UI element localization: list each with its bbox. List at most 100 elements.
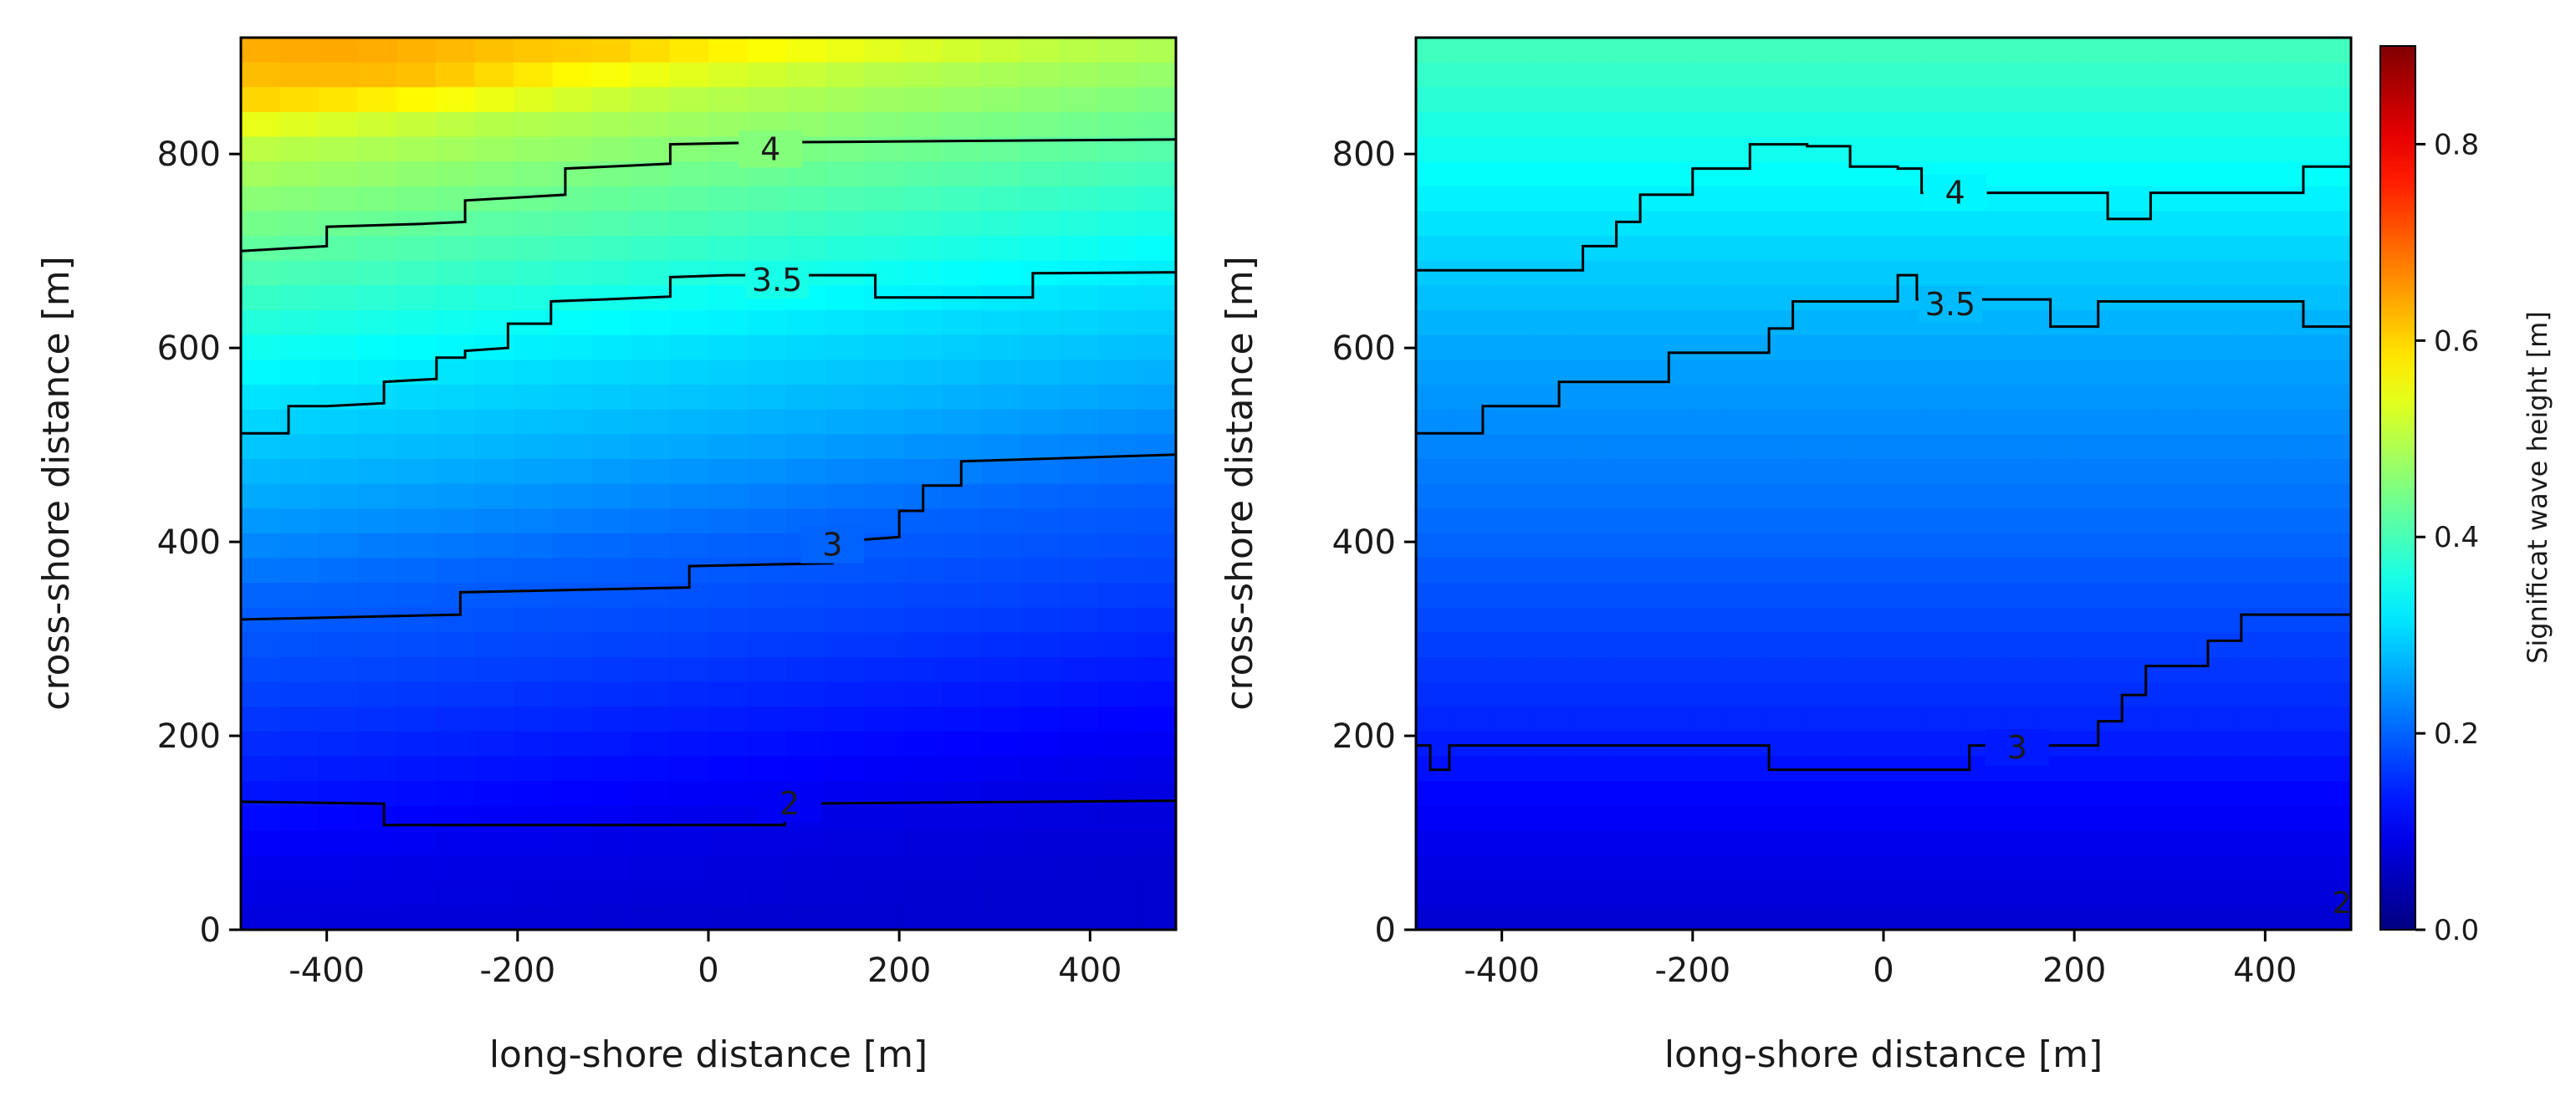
left-heatmap-cell (864, 409, 904, 436)
left-heatmap-cell (241, 310, 281, 336)
right-heatmap-cell (1727, 310, 1768, 336)
right-heatmap-cell (1689, 855, 1729, 881)
right-heatmap-cell (1494, 855, 1534, 881)
left-heatmap-cell (357, 161, 398, 187)
left-heatmap-cell (474, 805, 514, 832)
right-heatmap-cell (1961, 880, 2001, 906)
right-heatmap-cell (2272, 905, 2313, 931)
left-heatmap-cell (942, 409, 982, 436)
left-heatmap-cell (864, 38, 904, 64)
right-heatmap-cell (1805, 434, 1846, 460)
left-heatmap-cell (1020, 111, 1061, 138)
right-heatmap-cell (1610, 409, 1651, 436)
right-heatmap-cell (2039, 87, 2079, 113)
right-heatmap-cell (1689, 334, 1729, 361)
right-heatmap-cell (1766, 880, 1807, 906)
left-heatmap-cell (591, 260, 631, 287)
right-heatmap-cell (2117, 360, 2157, 385)
colorbar-tick-label: 0.8 (2434, 128, 2479, 161)
right-heatmap-cell (2039, 830, 2079, 856)
right-heatmap-cell (1572, 707, 1612, 732)
right-heatmap-cell (2078, 161, 2119, 187)
right-heatmap-cell (1922, 681, 1962, 708)
left-heatmap-cell (396, 186, 437, 212)
right-heatmap-cell (1805, 632, 1846, 658)
left-heatmap-cell (279, 905, 319, 931)
right-heatmap-cell (2078, 805, 2119, 832)
left-heatmap-cell (357, 731, 398, 758)
right-heatmap-cell (1416, 583, 1456, 609)
left-heatmap-cell (279, 161, 319, 187)
right-heatmap-cell (2039, 310, 2079, 336)
left-heatmap-cell (825, 161, 866, 187)
left-heatmap-cell (630, 781, 671, 807)
left-x-tick-label: 0 (698, 951, 718, 990)
right-heatmap-cell (1494, 632, 1534, 658)
left-heatmap-cell (786, 632, 826, 658)
right-heatmap-cell (2078, 583, 2119, 609)
left-heatmap-cell (902, 111, 943, 138)
right-heatmap-cell (2312, 186, 2352, 212)
right-heatmap-cell (1844, 707, 1884, 732)
right-heatmap-cell (2117, 607, 2157, 634)
right-heatmap-cell (2312, 211, 2352, 237)
left-heatmap-cell (319, 409, 359, 436)
right-heatmap-cell (1844, 62, 1884, 89)
left-heatmap-cell (902, 334, 943, 361)
left-heatmap-cell (1137, 905, 1177, 931)
right-heatmap-cell (2156, 707, 2196, 732)
right-heatmap-cell (2078, 756, 2119, 782)
right-heatmap-cell (1922, 360, 1962, 385)
right-heatmap-cell (2272, 111, 2313, 138)
right-heatmap-cell (1922, 656, 1962, 683)
right-heatmap-cell (2039, 434, 2079, 460)
right-heatmap-cell (2039, 656, 2079, 683)
right-heatmap-cell (1532, 111, 1573, 138)
right-heatmap-cell (1494, 111, 1534, 138)
left-heatmap-cell (981, 880, 1021, 906)
left-heatmap-cell (708, 483, 749, 509)
right-heatmap-cell (1454, 38, 1495, 64)
right-heatmap-cell (1494, 236, 1534, 262)
left-heatmap-cell (435, 260, 476, 287)
right-heatmap-cell (2312, 285, 2352, 311)
right-heatmap-cell (1454, 583, 1495, 609)
colorbar-tick-label: 0.4 (2434, 521, 2479, 554)
right-heatmap-cell (1727, 458, 1768, 485)
right-heatmap-cell (2000, 62, 2041, 89)
right-heatmap-cell (2234, 409, 2274, 436)
right-heatmap-cell (2195, 656, 2236, 683)
left-heatmap-cell (864, 583, 904, 609)
left-heatmap-cell (319, 607, 359, 634)
left-heatmap-cell (1097, 583, 1138, 609)
right-heatmap-cell (1689, 707, 1729, 732)
right-heatmap-cell (2039, 805, 2079, 832)
right-heatmap-cell (2272, 607, 2313, 634)
right-heatmap-cell (2000, 136, 2041, 162)
left-heatmap-cell (747, 62, 787, 89)
left-heatmap-cell (1137, 508, 1177, 534)
right-heatmap-cell (1610, 905, 1651, 931)
left-heatmap-cell (357, 87, 398, 113)
right-heatmap-cell (1844, 905, 1884, 931)
left-heatmap-cell (786, 409, 826, 436)
left-heatmap-cell (630, 632, 671, 658)
right-heatmap-cell (1649, 583, 1689, 609)
right-contours: 33.54 (1416, 143, 2351, 772)
right-heatmap-cell (2039, 409, 2079, 436)
left-heatmap-cell (241, 632, 281, 658)
right-heatmap-cell (1572, 656, 1612, 683)
left-heatmap-cell (825, 38, 866, 64)
right-heatmap-cell (2000, 533, 2041, 559)
right-heatmap-cell (1689, 260, 1729, 287)
right-heatmap-cell (1727, 583, 1768, 609)
left-heatmap-cell (514, 681, 554, 708)
right-heatmap-cell (1805, 161, 1846, 187)
right-heatmap-cell (1883, 707, 1924, 732)
left-heatmap-cell (474, 285, 514, 311)
left-heatmap-cell (825, 186, 866, 212)
left-contour-3 (240, 433, 1178, 621)
right-heatmap-cell (1961, 334, 2001, 361)
right-heatmap-cell (1727, 136, 1768, 162)
